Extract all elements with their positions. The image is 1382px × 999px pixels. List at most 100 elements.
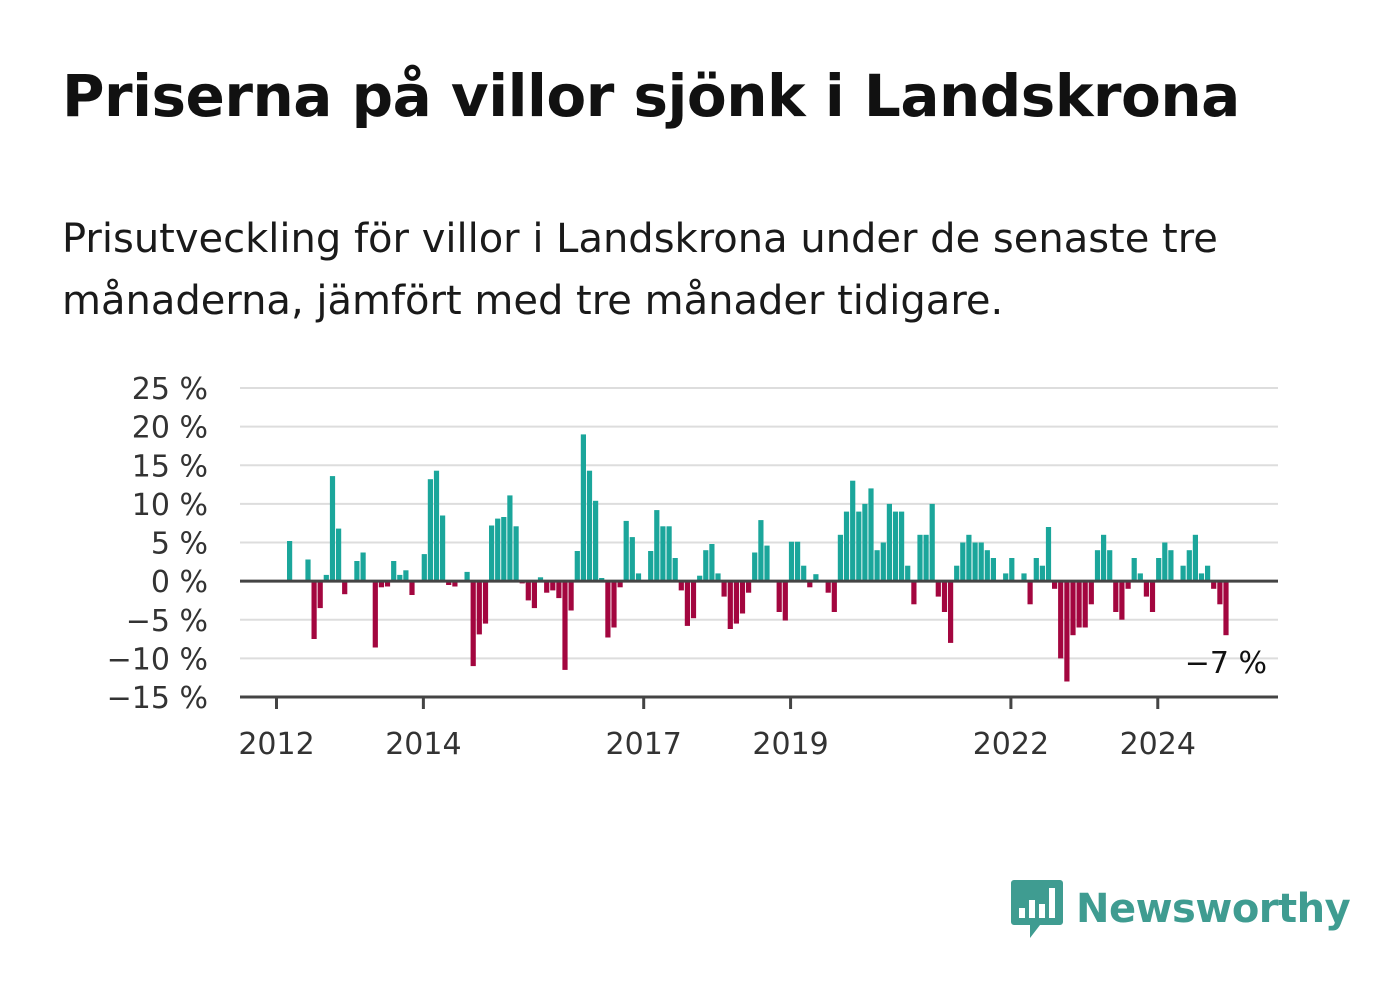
- bar: [703, 550, 709, 582]
- bar: [672, 558, 678, 582]
- bar: [586, 470, 593, 582]
- bar: [470, 581, 476, 667]
- y-tick-label: 5 %: [151, 527, 208, 562]
- bar: [323, 574, 329, 582]
- bar: [1125, 581, 1131, 589]
- bar: [378, 581, 384, 588]
- bar: [1070, 581, 1076, 636]
- bar: [1107, 550, 1113, 582]
- brand-logo: Newsworthy: [1010, 878, 1351, 940]
- bar: [1211, 581, 1217, 589]
- bar: [372, 581, 378, 648]
- bar: [758, 520, 764, 582]
- bar: [892, 511, 899, 582]
- y-tick-label: −5 %: [126, 604, 208, 639]
- bar: [690, 581, 697, 619]
- bar: [709, 544, 715, 582]
- axes: [240, 579, 1278, 709]
- bar: [611, 581, 617, 628]
- bar: [752, 552, 758, 582]
- bar: [427, 479, 433, 582]
- bar: [1113, 581, 1119, 612]
- bar: [593, 500, 599, 582]
- bar: [1119, 581, 1125, 620]
- bar: [562, 581, 568, 670]
- bar: [452, 581, 458, 587]
- bars: [287, 434, 1229, 682]
- bar: [990, 558, 996, 582]
- bar: [1223, 581, 1229, 636]
- bar: [1082, 581, 1088, 628]
- bar: [960, 542, 966, 582]
- bar: [831, 581, 837, 612]
- bar: [917, 534, 923, 582]
- bar: [813, 574, 819, 582]
- bar: [1101, 534, 1107, 582]
- bar: [605, 581, 611, 638]
- bar: [837, 534, 843, 582]
- y-tick-label: 20 %: [132, 411, 208, 446]
- bar: [1217, 581, 1223, 605]
- bar: [397, 574, 403, 582]
- bar: [715, 573, 721, 582]
- bar: [746, 581, 752, 593]
- bar: [1045, 527, 1052, 582]
- y-tick-label: 10 %: [132, 488, 208, 523]
- bar: [862, 503, 868, 582]
- bar: [1186, 550, 1192, 582]
- bar: [580, 434, 586, 582]
- bar: [678, 581, 684, 591]
- bar: [697, 575, 703, 582]
- bar: [684, 581, 690, 626]
- bar: [342, 581, 348, 595]
- x-tick-label: 2019: [752, 727, 828, 762]
- bar: [507, 495, 513, 582]
- newsworthy-logo-icon: [1011, 880, 1063, 938]
- chart-subtitle: Prisutveckling för villor i Landskrona u…: [62, 216, 1218, 324]
- bar: [1192, 534, 1198, 582]
- bar: [1198, 573, 1205, 582]
- bar: [446, 581, 452, 585]
- bar: [482, 581, 489, 624]
- bar: [941, 581, 948, 612]
- bar: [843, 511, 850, 582]
- bar: [856, 511, 862, 582]
- bar: [501, 517, 507, 582]
- bar: [464, 571, 470, 582]
- x-tick-label: 2014: [385, 727, 461, 762]
- bar: [1156, 558, 1162, 582]
- bar: [409, 581, 415, 595]
- bar: [599, 578, 605, 582]
- x-tick-label: 2017: [606, 727, 682, 762]
- x-tick-label: 2024: [1120, 727, 1196, 762]
- bar: [1094, 550, 1101, 582]
- bar: [525, 581, 531, 601]
- bar: [513, 526, 519, 582]
- bar: [666, 526, 672, 582]
- bar: [795, 541, 801, 582]
- bar: [1058, 581, 1064, 659]
- bar: [764, 545, 770, 582]
- bar: [984, 550, 990, 582]
- x-tick-label: 2012: [238, 727, 314, 762]
- bar: [568, 581, 574, 611]
- bar: [629, 537, 635, 582]
- y-tick-label: −15 %: [107, 681, 208, 716]
- bar: [807, 581, 813, 588]
- brand-name: Newsworthy: [1076, 886, 1351, 932]
- bar: [1205, 565, 1211, 582]
- bar: [1143, 581, 1149, 597]
- bar: [660, 526, 666, 582]
- bar: [954, 565, 960, 582]
- bar: [1052, 581, 1058, 589]
- bar: [905, 565, 911, 582]
- bar: [1027, 581, 1033, 605]
- bar: [1131, 558, 1137, 582]
- bar: [1076, 581, 1082, 628]
- bar: [978, 542, 984, 582]
- y-tick-label: −10 %: [107, 642, 208, 677]
- bar: [403, 570, 409, 582]
- bar: [880, 542, 886, 582]
- bar: [544, 581, 550, 593]
